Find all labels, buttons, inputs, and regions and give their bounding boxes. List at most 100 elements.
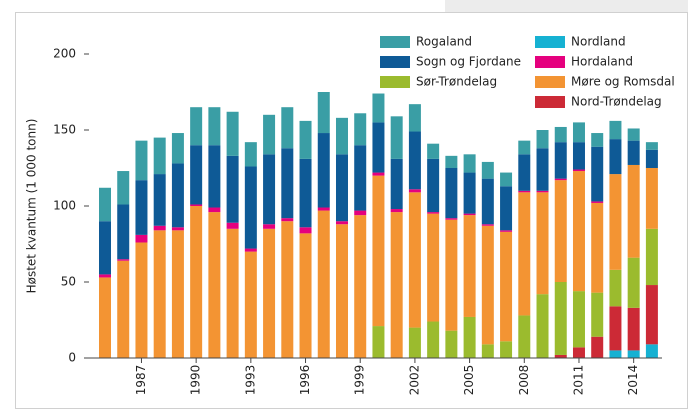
bar-segment [500,172,513,187]
bar-segment [645,142,658,150]
legend-swatch [535,56,565,68]
frame [15,12,688,409]
x-tick-label: 2005 [462,365,476,396]
bar-segment [317,210,330,358]
bar-segment [99,277,111,358]
bar-segment [463,172,476,214]
legend-label: Sør-Trøndelag [416,75,497,89]
bar-segment [627,257,640,308]
legend-swatch [535,96,565,108]
bar-segment [627,307,640,351]
bar-segment [645,344,658,358]
bar-segment [135,180,148,235]
bar-segment [645,228,658,286]
bar-segment [372,93,385,123]
bar-segment [463,316,476,358]
bar-segment [591,202,604,293]
bar-segment [263,114,276,155]
bar-segment [627,350,640,358]
bar-segment [481,178,494,225]
bar-segment [572,347,585,358]
bar-segment [408,189,421,193]
bar-segment [572,171,585,292]
bar-segment [445,218,458,220]
bar-segment [463,215,476,317]
bar-segment [281,107,294,149]
bar-segment [171,230,184,358]
bar-segment [299,158,312,228]
bar-segment [117,260,130,358]
bar-segment [117,204,130,260]
bar-segment [335,154,348,222]
bar-segment [99,274,111,278]
bar-segment [299,120,312,159]
y-axis-label: Høstet kvantum (1 000 tonn) [25,119,39,294]
bar-segment [372,326,385,358]
bar-segment [117,259,130,261]
bar-segment [208,207,221,213]
bar-segment [445,330,458,358]
x-tick-label: 2014 [626,365,640,396]
bar-segment [354,215,367,358]
bar-segment [281,221,294,358]
bar-segment [645,285,658,345]
bar-segment [99,221,111,275]
bar-segment [208,145,221,208]
bar-segment [171,163,184,228]
x-tick-label: 2008 [517,365,531,396]
bar-segment [554,142,567,179]
legend-label: Hordaland [571,55,633,69]
bar-segment [554,180,567,282]
x-tick-label: 1987 [134,365,148,396]
bar-segment [117,171,130,205]
bar-segment [263,228,276,358]
bar-segment [500,231,513,342]
bar-segment [171,227,184,231]
legend-label: Nordland [571,35,626,49]
bar-segment [518,190,531,193]
bar-segment [317,92,330,134]
bar-segment [591,201,604,203]
bar-segment [627,140,640,165]
legend-label: Møre og Romsdal [571,75,675,89]
bar-segment [372,172,385,176]
x-tick-label: 1990 [189,365,203,396]
legend-label: Rogaland [416,35,472,49]
bar-segment [244,251,257,358]
bar-segment [281,218,294,222]
bar-segment [354,145,367,211]
bar-segment [554,126,567,143]
bar-segment [153,174,166,226]
bar-segment [609,350,622,358]
y-tick-label: 0 [68,351,76,365]
bar-segment [372,175,385,327]
bar-segment [390,209,403,213]
bar-segment [536,294,549,358]
bar-segment [190,107,203,146]
bar-segment [135,234,148,243]
bar-segment [481,161,494,179]
bar-segment [500,230,513,232]
bar-segment [190,204,203,206]
bar-segment [572,291,585,348]
bar-segment [591,292,604,337]
bar-segment [427,213,440,322]
bar-segment [354,113,367,146]
bar-segment [481,225,494,345]
bar-segment [208,212,221,358]
legend-swatch [380,56,410,68]
bar-segment [554,178,567,181]
bar-segment [390,116,403,159]
bar-segment [190,206,203,358]
bar-segment [627,164,640,258]
bar-segment [408,192,421,328]
bar-segment [244,248,257,252]
bar-segment [372,122,385,173]
x-tick-label: 1993 [243,365,257,396]
legend-label: Sogn og Fjordane [416,55,521,69]
bar-segment [481,224,494,226]
bar-segment [518,192,531,316]
y-tick-label: 150 [53,123,76,137]
bar-segment [281,148,294,219]
bar-segment [135,140,148,181]
